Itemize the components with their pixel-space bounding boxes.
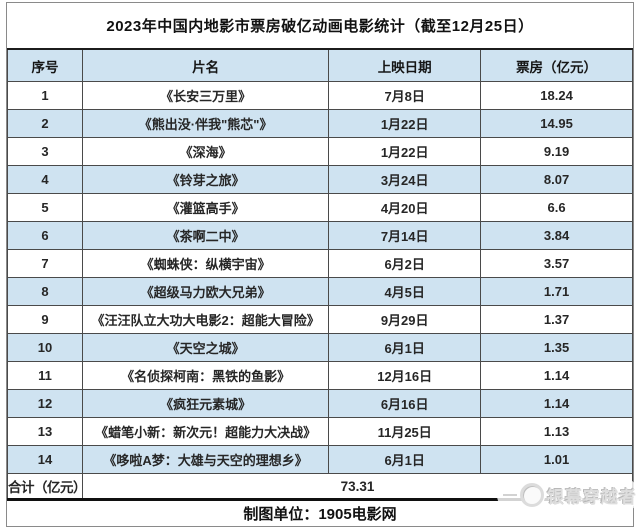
total-label: 合计（亿元）: [7, 473, 83, 500]
cell-date: 11月25日: [328, 417, 482, 446]
cell-date: 7月8日: [328, 81, 482, 110]
credit-text: 制图单位：1905电影网: [7, 498, 633, 526]
cell-rank: 7: [7, 249, 83, 278]
cell-date: 3月24日: [328, 165, 482, 194]
table-row: 4 《铃芽之旅》 3月24日 8.07: [7, 165, 633, 194]
table-row: 2 《熊出没·伴我"熊芯"》 1月22日 14.95: [7, 109, 633, 138]
cell-gross: 3.84: [480, 221, 633, 250]
table-row: 1 《长安三万里》 7月8日 18.24: [7, 81, 633, 110]
statistics-sheet: 2023年中国内地影市票房破亿动画电影统计（截至12月25日） 序号 片名 上映…: [6, 2, 634, 527]
cell-rank: 4: [7, 165, 83, 194]
cell-date: 12月16日: [328, 361, 482, 390]
cell-gross: 1.35: [480, 333, 633, 362]
table-row: 12 《疯狂元素城》 6月16日 1.14: [7, 389, 633, 418]
cell-title: 《蜘蛛侠：纵横宇宙》: [81, 249, 330, 278]
cell-gross: 1.13: [480, 417, 633, 446]
cell-date: 7月14日: [328, 221, 482, 250]
table-row: 13 《蜡笔小新：新次元！超能力大决战》 11月25日 1.13: [7, 417, 633, 446]
cell-date: 1月22日: [328, 109, 482, 138]
table-row: 6 《茶啊二中》 7月14日 3.84: [7, 221, 633, 250]
cell-rank: 10: [7, 333, 83, 362]
cell-rank: 6: [7, 221, 83, 250]
cell-date: 6月2日: [328, 249, 482, 278]
table-body: 1 《长安三万里》 7月8日 18.24 2 《熊出没·伴我"熊芯"》 1月22…: [7, 81, 633, 474]
cell-title: 《铃芽之旅》: [81, 165, 330, 194]
table-row: 5 《灌篮高手》 4月20日 6.6: [7, 193, 633, 222]
credit-row: 制图单位：1905电影网: [7, 498, 633, 526]
cell-title: 《茶啊二中》: [81, 221, 330, 250]
cell-rank: 5: [7, 193, 83, 222]
cell-gross: 14.95: [480, 109, 633, 138]
cell-date: 4月20日: [328, 193, 482, 222]
table-row: 10 《天空之城》 6月1日 1.35: [7, 333, 633, 362]
cell-title: 《疯狂元素城》: [81, 389, 330, 418]
total-row: 合计（亿元） 73.31: [7, 473, 633, 500]
cell-title: 《名侦探柯南：黑铁的鱼影》: [81, 361, 330, 390]
col-header-gross: 票房（亿元）: [480, 48, 633, 82]
table-row: 8 《超级马力欧大兄弟》 4月5日 1.71: [7, 277, 633, 306]
cell-date: 1月22日: [328, 137, 482, 166]
cell-title: 《汪汪队立大功大电影2：超能大冒险》: [81, 305, 330, 334]
total-value: 73.31: [82, 473, 633, 500]
table-row: 9 《汪汪队立大功大电影2：超能大冒险》 9月29日 1.37: [7, 305, 633, 334]
cell-title: 《熊出没·伴我"熊芯"》: [81, 109, 330, 138]
cell-title: 《蜡笔小新：新次元！超能力大决战》: [81, 417, 330, 446]
cell-rank: 3: [7, 137, 83, 166]
box-office-table: 序号 片名 上映日期 票房（亿元） 1 《长安三万里》 7月8日 18.24 2…: [7, 48, 633, 526]
cell-date: 6月1日: [328, 445, 482, 474]
cell-title: 《深海》: [81, 137, 330, 166]
table-row: 14 《哆啦A梦：大雄与天空的理想乡》 6月1日 1.01: [7, 445, 633, 474]
cell-gross: 6.6: [480, 193, 633, 222]
cell-rank: 14: [7, 445, 83, 474]
cell-gross: 1.14: [480, 361, 633, 390]
cell-rank: 12: [7, 389, 83, 418]
cell-gross: 1.14: [480, 389, 633, 418]
cell-rank: 2: [7, 109, 83, 138]
table-row: 11 《名侦探柯南：黑铁的鱼影》 12月16日 1.14: [7, 361, 633, 390]
cell-gross: 8.07: [480, 165, 633, 194]
cell-date: 4月5日: [328, 277, 482, 306]
cell-title: 《灌篮高手》: [81, 193, 330, 222]
cell-rank: 9: [7, 305, 83, 334]
table-row: 3 《深海》 1月22日 9.19: [7, 137, 633, 166]
cell-rank: 11: [7, 361, 83, 390]
cell-gross: 9.19: [480, 137, 633, 166]
cell-gross: 1.71: [480, 277, 633, 306]
cell-gross: 18.24: [480, 81, 633, 110]
cell-title: 《天空之城》: [81, 333, 330, 362]
col-header-date: 上映日期: [328, 48, 482, 82]
cell-rank: 1: [7, 81, 83, 110]
table-row: 7 《蜘蛛侠：纵横宇宙》 6月2日 3.57: [7, 249, 633, 278]
cell-title: 《长安三万里》: [81, 81, 330, 110]
cell-rank: 13: [7, 417, 83, 446]
cell-gross: 1.37: [480, 305, 633, 334]
cell-gross: 1.01: [480, 445, 633, 474]
table-header: 序号 片名 上映日期 票房（亿元）: [7, 48, 633, 82]
cell-rank: 8: [7, 277, 83, 306]
cell-gross: 3.57: [480, 249, 633, 278]
cell-date: 6月16日: [328, 389, 482, 418]
cell-date: 6月1日: [328, 333, 482, 362]
col-header-rank: 序号: [7, 48, 83, 82]
cell-date: 9月29日: [328, 305, 482, 334]
page-title: 2023年中国内地影市票房破亿动画电影统计（截至12月25日）: [106, 18, 534, 35]
col-header-title: 片名: [81, 48, 330, 82]
cell-title: 《超级马力欧大兄弟》: [81, 277, 330, 306]
cell-title: 《哆啦A梦：大雄与天空的理想乡》: [81, 445, 330, 474]
